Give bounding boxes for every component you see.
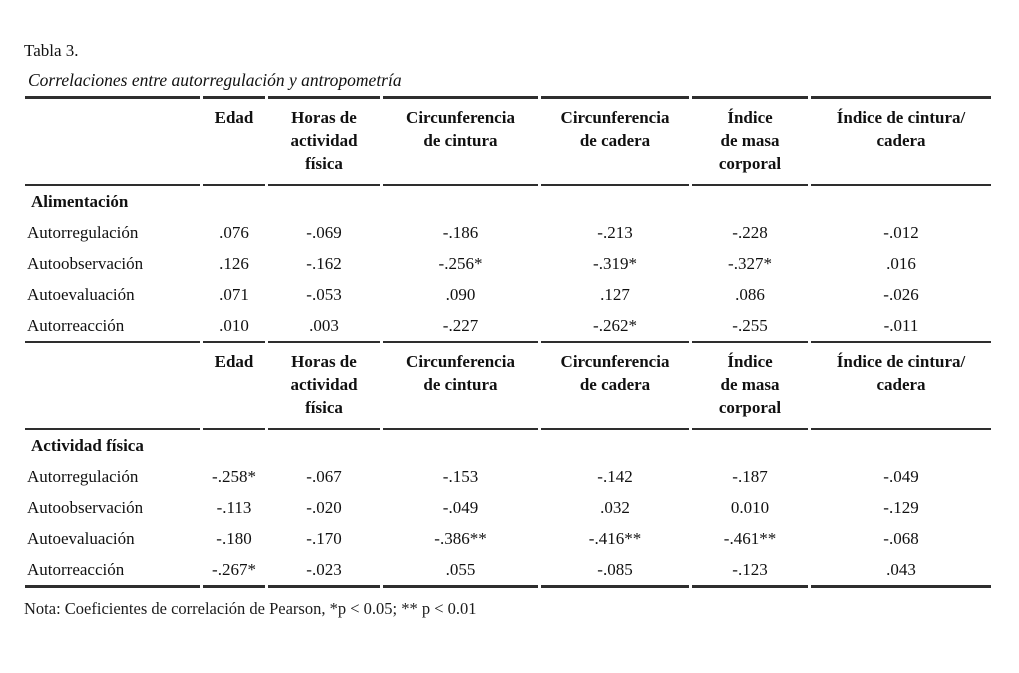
- value-cell: .127: [600, 285, 630, 304]
- value-cell: .043: [811, 554, 991, 588]
- value-cell: -.255: [732, 316, 768, 335]
- value-cell: -.011: [883, 316, 919, 335]
- value-cell: 0.010: [730, 498, 770, 517]
- value-cell: -.162: [306, 254, 342, 273]
- value-cell: -.012: [883, 223, 919, 242]
- correlation-table: Edad Horas de actividad física Circunferen…: [22, 96, 994, 588]
- table-row: Autoobservación .126 -.162 -.256* -.319* -.32…: [25, 248, 991, 279]
- value-cell: -.020: [306, 498, 342, 517]
- value-cell: -.416**: [588, 529, 642, 548]
- table-row: Autorreacción .010 .003 -.227 -.262* -.255 -.0…: [25, 310, 991, 341]
- row-label: Autorreacción: [27, 316, 125, 335]
- value-cell: .086: [735, 285, 765, 304]
- section-label: Alimentación: [31, 192, 129, 211]
- section-header-row: Actividad física: [25, 430, 991, 461]
- row-label: Autorreacción: [25, 554, 200, 588]
- column-header: Edad: [203, 96, 265, 186]
- column-header: Edad: [203, 341, 265, 430]
- value-cell: -.049: [883, 467, 919, 486]
- column-header: Índice de masa corporal: [692, 341, 808, 430]
- value-cell: -.069: [306, 223, 342, 242]
- row-label: Autorregulación: [27, 223, 139, 242]
- section-header-row: Alimentación: [25, 186, 991, 217]
- correlation-table-body: Edad Horas de actividad física Circunferen…: [25, 96, 991, 588]
- value-cell: -.026: [883, 285, 919, 304]
- value-cell: -.256*: [438, 254, 483, 273]
- table-caption: Correlaciones entre autorregulación y an…: [28, 70, 402, 90]
- value-cell: -.123: [692, 554, 808, 588]
- column-header: Circunferencia de cadera: [541, 341, 689, 430]
- value-cell: -.129: [883, 498, 919, 517]
- value-cell: .032: [600, 498, 630, 517]
- value-cell: .071: [219, 285, 249, 304]
- value-cell: -.142: [597, 467, 633, 486]
- value-cell: .055: [383, 554, 538, 588]
- column-header-row: Edad Horas de actividad física Circunferen…: [25, 341, 991, 430]
- column-header: Índice de masa corporal: [692, 96, 808, 186]
- value-cell: -.386**: [434, 529, 487, 548]
- value-cell: -.186: [442, 223, 479, 242]
- table-row: Autoevaluación -.180 -.170 -.386** -.416** -.…: [25, 523, 991, 554]
- value-cell: .010: [219, 316, 249, 335]
- row-label: Autorregulación: [27, 467, 139, 486]
- value-cell: -.170: [306, 529, 342, 548]
- value-cell: -.213: [597, 223, 633, 242]
- column-header: Circunferencia de cadera: [541, 96, 689, 186]
- table-note: Nota: Coeficientes de correlación de Pea…: [24, 599, 477, 618]
- value-cell: -.228: [732, 223, 768, 242]
- header-empty-cell: [25, 96, 200, 186]
- table-row: Autoevaluación .071 -.053 .090 .127 .086 -.026: [25, 279, 991, 310]
- section-label: Actividad física: [31, 436, 144, 455]
- value-cell: -.187: [732, 467, 768, 486]
- column-header: Circunferencia de cintura: [383, 96, 538, 186]
- row-label: Autoevaluación: [27, 529, 135, 548]
- value-cell: .016: [886, 254, 916, 273]
- row-label: Autoevaluación: [27, 285, 135, 304]
- column-header: Circunferencia de cintura: [383, 341, 538, 430]
- value-cell: -.113: [216, 498, 252, 517]
- value-cell: .076: [219, 223, 249, 242]
- column-header: Horas de actividad física: [268, 96, 380, 186]
- value-cell: -.153: [442, 467, 479, 486]
- value-cell: -.267*: [203, 554, 265, 588]
- value-cell: -.327*: [728, 254, 772, 273]
- value-cell: -.258*: [212, 467, 256, 486]
- value-cell: -.049: [442, 498, 479, 517]
- column-header: Horas de actividad física: [268, 341, 380, 430]
- value-cell: .003: [309, 316, 339, 335]
- value-cell: -.319*: [593, 254, 637, 273]
- table-row: Autoobservación -.113 -.020 -.049 .032 0.010 -…: [25, 492, 991, 523]
- value-cell: .126: [219, 254, 249, 273]
- value-cell: -.067: [306, 467, 342, 486]
- value-cell: -.461**: [723, 529, 777, 548]
- row-label: Autoobservación: [27, 254, 144, 273]
- value-cell: -.053: [306, 285, 342, 304]
- value-cell: -.068: [883, 529, 919, 548]
- value-cell: -.227: [442, 316, 479, 335]
- table-row: Autorregulación -.258* -.067 -.153 -.142 -.18…: [25, 461, 991, 492]
- value-cell: .090: [445, 285, 476, 304]
- header-empty-cell: [25, 341, 200, 430]
- value-cell: -.023: [268, 554, 380, 588]
- column-header-row: Edad Horas de actividad física Circunferen…: [25, 96, 991, 186]
- table-row: Autorreacción -.267* -.023.055 -.085 -.123.0…: [25, 554, 991, 588]
- column-header: Índice de cintura/ cadera: [811, 96, 991, 186]
- table-row: Autorregulación .076 -.069 -.186 -.213 -.228 -…: [25, 217, 991, 248]
- value-cell: -.262*: [593, 316, 637, 335]
- value-cell: -.085: [541, 554, 689, 588]
- value-cell: -.180: [216, 529, 252, 548]
- table-label: Tabla 3.: [24, 41, 79, 60]
- column-header: Índice de cintura/ cadera: [811, 341, 991, 430]
- row-label: Autoobservación: [27, 498, 144, 517]
